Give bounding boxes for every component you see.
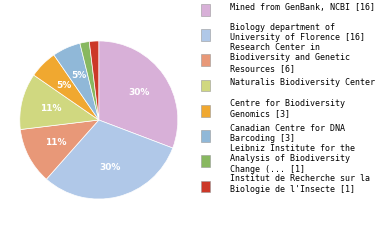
Text: Leibniz Institute for the
Analysis of Biodiversity
Change (... [1]: Leibniz Institute for the Analysis of Bi… <box>230 144 355 174</box>
Wedge shape <box>80 42 99 120</box>
Text: 30%: 30% <box>128 88 150 97</box>
FancyBboxPatch shape <box>201 80 210 91</box>
Text: Canadian Centre for DNA
Barcoding [3]: Canadian Centre for DNA Barcoding [3] <box>230 124 345 143</box>
Text: Research Center in
Biodiversity and Genetic
Resources [6]: Research Center in Biodiversity and Gene… <box>230 43 350 73</box>
Text: 5%: 5% <box>57 81 72 90</box>
FancyBboxPatch shape <box>201 130 210 142</box>
Wedge shape <box>89 41 99 120</box>
Wedge shape <box>20 75 99 130</box>
Wedge shape <box>99 41 178 148</box>
Wedge shape <box>21 120 99 179</box>
Text: 11%: 11% <box>40 104 62 113</box>
FancyBboxPatch shape <box>201 4 210 16</box>
Wedge shape <box>34 55 99 120</box>
Text: 5%: 5% <box>71 71 86 80</box>
FancyBboxPatch shape <box>201 156 210 167</box>
FancyBboxPatch shape <box>201 181 210 192</box>
Text: Mined from GenBank, NCBI [16]: Mined from GenBank, NCBI [16] <box>230 3 375 12</box>
Wedge shape <box>54 43 99 120</box>
FancyBboxPatch shape <box>201 54 210 66</box>
Text: 30%: 30% <box>100 163 121 172</box>
FancyBboxPatch shape <box>201 29 210 41</box>
Text: Naturalis Biodiversity Center [6]: Naturalis Biodiversity Center [6] <box>230 78 380 88</box>
Text: Centre for Biodiversity
Genomics [3]: Centre for Biodiversity Genomics [3] <box>230 99 345 118</box>
FancyBboxPatch shape <box>201 105 210 117</box>
Text: Institut de Recherche sur la
Biologie de l'Insecte [1]: Institut de Recherche sur la Biologie de… <box>230 174 370 194</box>
Text: Biology department of
University of Florence [16]: Biology department of University of Flor… <box>230 23 366 42</box>
Wedge shape <box>46 120 173 199</box>
Text: 11%: 11% <box>45 138 66 147</box>
